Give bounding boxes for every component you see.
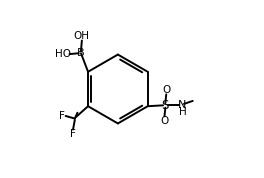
Text: O: O <box>162 85 170 95</box>
Text: OH: OH <box>74 31 90 41</box>
Text: F: F <box>70 129 76 139</box>
Text: HO: HO <box>55 49 71 59</box>
Text: H: H <box>179 107 187 117</box>
Text: F: F <box>59 111 65 121</box>
Text: N: N <box>178 100 186 110</box>
Text: O: O <box>160 116 169 126</box>
Text: B: B <box>77 48 85 58</box>
Text: S: S <box>162 99 169 112</box>
